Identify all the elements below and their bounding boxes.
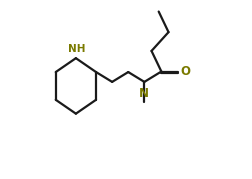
Text: O: O [180, 65, 191, 78]
Text: N: N [139, 87, 149, 100]
Text: NH: NH [68, 44, 85, 54]
